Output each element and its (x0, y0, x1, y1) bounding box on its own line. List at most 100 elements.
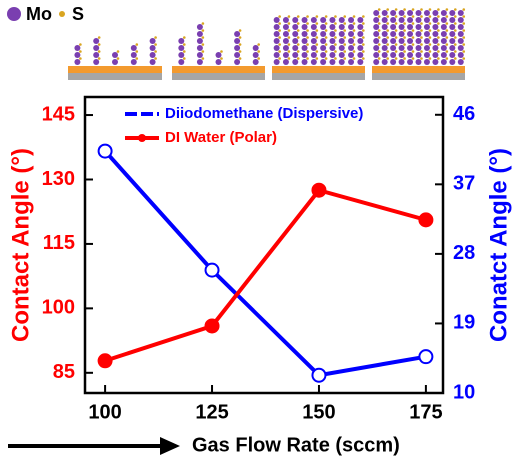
s-atom (296, 15, 300, 18)
mo-atom (196, 24, 203, 30)
s-atom (97, 50, 101, 53)
mo-atom (415, 17, 422, 23)
mo-atom (273, 17, 280, 23)
mo-atom (93, 59, 100, 65)
y2-tick-label: 46 (453, 103, 475, 125)
s-atom (334, 15, 337, 18)
s-atom (238, 29, 242, 32)
data-point (311, 367, 327, 383)
mo-atom (112, 52, 118, 58)
mo-atom (373, 17, 380, 23)
s-atom (362, 50, 365, 53)
mo-atom (338, 45, 345, 51)
mo-atom (178, 59, 185, 65)
mo-atom (301, 38, 308, 44)
s-atom (135, 50, 139, 53)
mo-atom (373, 31, 380, 37)
mo-atom (196, 38, 203, 44)
mo-atom (292, 17, 299, 23)
s-atom (79, 43, 82, 46)
mo-atom (329, 52, 336, 58)
mo-atom (440, 38, 447, 44)
mo-atom (273, 52, 280, 58)
s-atom (462, 50, 466, 53)
s-atom (343, 57, 347, 60)
s-atom (287, 15, 291, 18)
mo-atom (457, 59, 464, 65)
y-tick-label: 145 (42, 103, 75, 125)
s-atom (445, 50, 449, 53)
s-atom (343, 43, 347, 46)
s-atom (428, 22, 432, 25)
s-atom (386, 8, 389, 11)
mo-atom (407, 38, 414, 44)
s-atom (220, 50, 223, 53)
mo-atom (432, 10, 439, 16)
mo-atom (149, 45, 156, 51)
mo-atom (196, 31, 203, 37)
mo-atom (320, 38, 327, 44)
s-atom (377, 57, 381, 60)
series-line (104, 187, 427, 363)
mo-atom (415, 31, 422, 37)
mo-atom (398, 10, 405, 16)
mo-atom (149, 59, 156, 65)
mo-atom (407, 45, 414, 51)
mo-atom (432, 45, 439, 51)
y2-tick-label: 19 (453, 312, 475, 334)
mo-atom (301, 52, 308, 58)
mo-atom (196, 59, 203, 65)
mo-atom (357, 45, 364, 51)
s-atom (287, 43, 291, 46)
mo-label: Mo (26, 4, 52, 24)
mo-atom (390, 31, 397, 37)
substrate-top (172, 66, 265, 73)
s-atom (154, 43, 157, 46)
y2-tick-label: 28 (453, 242, 475, 264)
mo-atom (338, 24, 345, 30)
mo-atom (282, 52, 289, 58)
s-atom (362, 29, 365, 32)
mo-atom (292, 45, 299, 51)
s-atom (306, 57, 309, 60)
s-atom (462, 15, 466, 18)
s-atom (278, 43, 281, 46)
mo-atom (292, 59, 299, 65)
mo-atom (196, 45, 203, 51)
s-atom (411, 15, 415, 18)
mo-atom (381, 45, 388, 51)
mo-atom (390, 52, 397, 58)
mo-atom (252, 52, 259, 58)
mo-atom (440, 59, 447, 65)
mo-atom (398, 24, 405, 30)
series-line (103, 149, 427, 378)
s-atom (296, 50, 300, 53)
arrow-head (160, 437, 180, 455)
s-atom (343, 36, 347, 39)
plot-frame (83, 95, 445, 395)
s-atom (278, 22, 281, 25)
mo-atom (407, 59, 414, 65)
s-atom (394, 22, 398, 25)
s-atom (403, 15, 406, 18)
substrate-top (272, 66, 365, 73)
s-atom (334, 29, 337, 32)
legend-marker (138, 134, 146, 142)
s-atom (462, 36, 466, 39)
s-atom (315, 29, 319, 32)
x-axis-label: Gas Flow Rate (sccm) (192, 434, 400, 456)
mo-atom (381, 10, 388, 16)
s-atom (315, 22, 319, 25)
mo-atom (130, 45, 137, 51)
s-atom (420, 8, 423, 11)
s-atom (287, 29, 291, 32)
mo-atom (329, 59, 336, 65)
substrate-base (372, 73, 465, 80)
data-point (97, 353, 113, 369)
s-atom (343, 15, 347, 18)
s-atom (343, 50, 347, 53)
s-atom (445, 8, 449, 11)
s-atom (135, 57, 139, 60)
s-atom (334, 43, 337, 46)
